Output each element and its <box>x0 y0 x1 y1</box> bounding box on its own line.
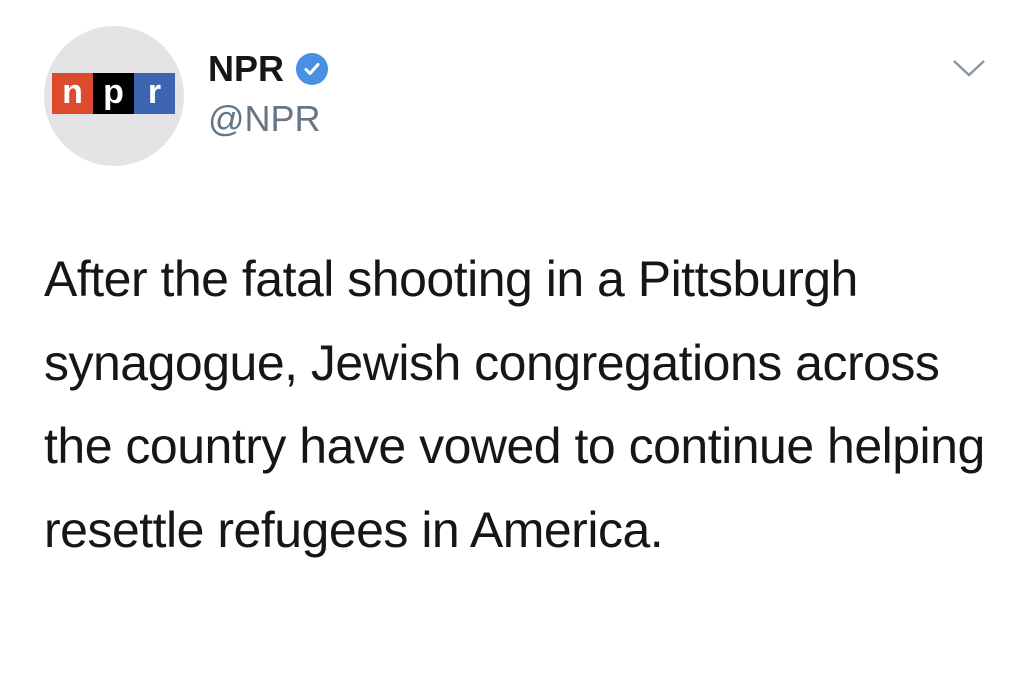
logo-letter-n: n <box>52 73 93 114</box>
avatar[interactable]: n p r <box>44 26 184 166</box>
display-name-row[interactable]: NPR <box>208 48 329 90</box>
logo-letter-r: r <box>134 73 175 114</box>
tweet-text: After the fatal shooting in a Pittsburgh… <box>44 251 985 558</box>
logo-letter-p: p <box>93 73 134 114</box>
verified-badge-icon <box>296 53 329 85</box>
user-handle[interactable]: @NPR <box>208 98 321 139</box>
display-name[interactable]: NPR <box>208 48 285 89</box>
npr-logo: n p r <box>52 73 175 114</box>
chevron-down-icon[interactable] <box>952 58 986 83</box>
